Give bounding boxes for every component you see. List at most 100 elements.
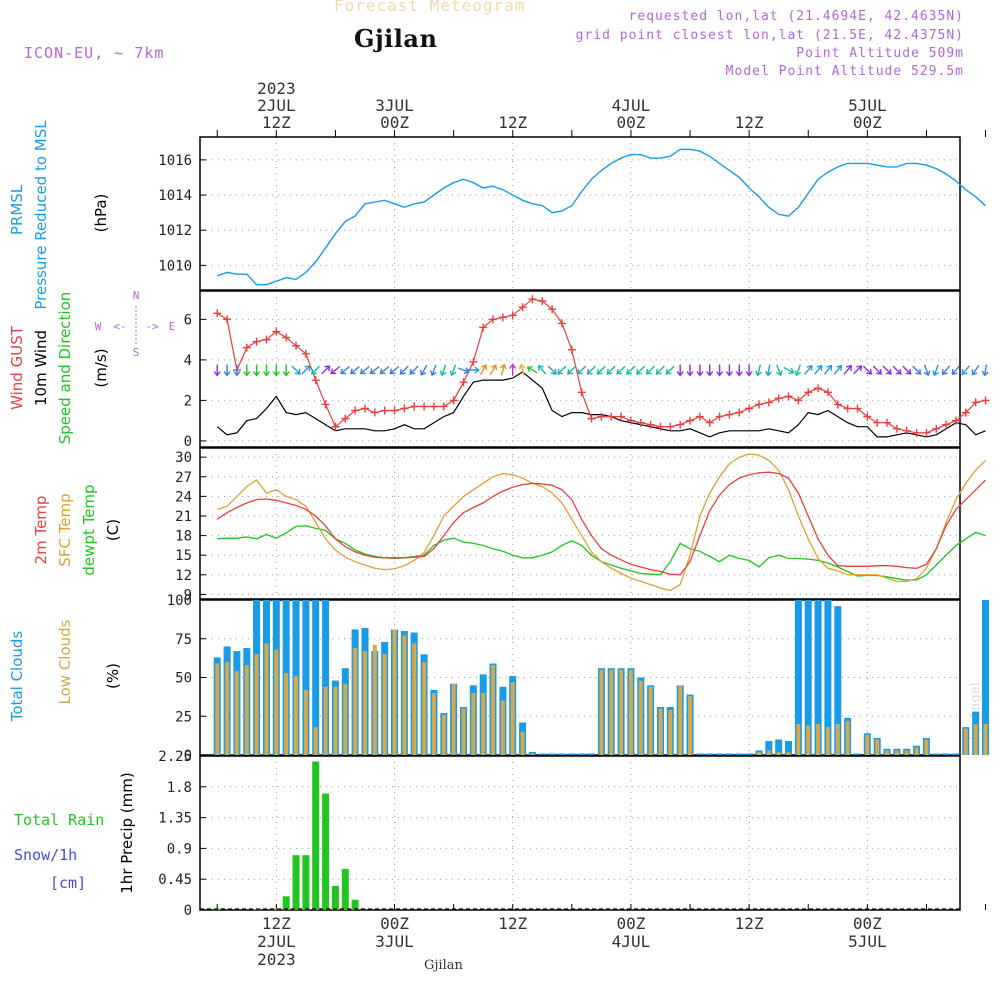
panel-frame-pressure	[199, 136, 961, 291]
wind-direction-arrow	[764, 364, 772, 377]
time-label-top: 2023	[257, 79, 296, 98]
compass-arrow-west: <-	[113, 320, 126, 333]
pressure-axis-title: PRMSL	[8, 184, 26, 235]
wind-direction-arrow	[971, 365, 980, 376]
wind-gust-marker	[912, 428, 921, 437]
low-cloud-bar	[412, 643, 417, 755]
compass-east: E	[169, 320, 176, 333]
low-cloud-bar	[865, 734, 870, 755]
footer-location: Gjilan	[424, 958, 463, 973]
wind-direction-arrow	[479, 364, 488, 376]
wind-direction-arrow	[567, 365, 577, 375]
total-cloud-bar	[558, 753, 566, 755]
wind-gust-marker	[282, 333, 291, 342]
rain-bar	[272, 908, 280, 910]
time-label-top: 00Z	[616, 113, 645, 132]
wind-direction-arrow	[429, 364, 437, 377]
total-cloud-bar	[548, 753, 556, 755]
total-cloud-bar	[854, 753, 861, 755]
y-tick-label: 0	[184, 748, 192, 764]
low-cloud-bar	[796, 724, 801, 755]
compass-north: N	[133, 289, 140, 302]
wind-gust-marker	[351, 406, 360, 415]
rain-bar	[322, 793, 330, 910]
total-cloud-bar	[716, 753, 724, 755]
wind-direction-arrow	[616, 365, 626, 375]
low-cloud-bar	[757, 751, 761, 755]
wind-gust-marker	[390, 406, 399, 415]
wind-gust-marker	[843, 404, 852, 413]
wind-direction-arrow	[696, 364, 704, 377]
wind-direction-arrow	[213, 364, 221, 377]
low-cloud-bar	[678, 685, 683, 756]
low-cloud-bar	[599, 669, 604, 756]
location-title: Gjilan	[354, 24, 438, 53]
wind-gust-marker	[626, 416, 635, 425]
rain-bar	[292, 855, 300, 910]
wind-direction-arrow	[823, 364, 833, 375]
wind-direction-arrow	[576, 365, 587, 375]
precip-axis-label: 1hr Precip (mm)	[118, 772, 136, 893]
low-cloud-bar	[530, 753, 535, 755]
wind-gust-marker	[301, 349, 310, 358]
wind-gust-marker	[223, 315, 232, 324]
time-label-top: 3JUL	[375, 96, 414, 115]
low-cloud-bar	[816, 724, 821, 755]
requested-coords: requested lon,lat (21.4694E, 42.4635N)	[628, 9, 964, 24]
low-cloud-bar	[638, 680, 643, 755]
wind-gust-marker	[597, 412, 606, 421]
wind-gust-marker	[695, 412, 704, 421]
time-label-top: 12Z	[498, 113, 527, 132]
rain-label: Total Rain	[14, 811, 104, 829]
wind-direction-arrow	[557, 365, 567, 375]
y-tick-label: 1014	[158, 188, 192, 204]
y-tick-label: 1016	[158, 153, 192, 169]
wind-gust-marker	[922, 428, 931, 437]
low-cloud-bar	[924, 739, 929, 755]
point-altitude: Point Altitude 509m	[796, 46, 964, 61]
low-cloud-bar	[461, 708, 466, 755]
wind-gust-marker	[242, 343, 251, 352]
wind-direction-arrow	[745, 364, 753, 377]
time-label-bottom: 12Z	[498, 914, 527, 933]
wind-direction-arrow	[379, 365, 390, 375]
total-clouds-label: Total Clouds	[8, 631, 26, 723]
wind-direction-label: Speed and Direction	[56, 292, 74, 445]
time-label-bottom: 12Z	[262, 914, 291, 933]
wind-gust-marker	[262, 335, 271, 344]
wind-direction-arrow	[369, 365, 380, 375]
time-label-bottom: 2023	[257, 950, 296, 969]
y-tick-label: 30	[175, 450, 192, 466]
dewpt-label: dewpt Temp	[80, 484, 98, 575]
total-cloud-bar	[538, 753, 546, 755]
low-cloud-bar	[264, 643, 269, 755]
wind-direction-arrow	[518, 363, 526, 376]
wind-direction-arrow	[814, 364, 823, 375]
wind-direction-arrow	[449, 364, 457, 377]
wind-direction-arrow	[282, 364, 290, 377]
wind-direction-arrow	[233, 364, 241, 377]
wind-gust-marker	[971, 398, 980, 407]
wind-gust-marker	[400, 404, 409, 413]
wind-direction-arrow	[686, 364, 694, 377]
low-cloud-bar	[520, 731, 525, 756]
low-cloud-bar	[284, 672, 289, 755]
wind-direction-arrow	[794, 364, 802, 377]
wind-direction-arrow	[892, 365, 902, 375]
clouds-unit: (%)	[104, 663, 122, 689]
grid-point-coords: grid point closest lon,lat (21.5E, 42.43…	[575, 28, 964, 43]
y-tick-label: 1012	[158, 223, 192, 239]
low-cloud-bar	[234, 671, 239, 755]
low-cloud-bar	[402, 635, 407, 755]
low-cloud-bar	[323, 686, 328, 755]
wind-direction-arrow	[833, 364, 843, 375]
total-cloud-bar	[814, 600, 822, 755]
wind-gust-marker	[942, 420, 951, 429]
wind-gust-marker	[410, 402, 419, 411]
wind-gust-marker	[538, 297, 547, 306]
rain-bar	[331, 886, 339, 910]
y-tick-label: 0.9	[167, 841, 192, 857]
wind-gust-marker	[646, 420, 655, 429]
rain-bar	[282, 896, 290, 910]
pressure-line	[216, 148, 986, 286]
